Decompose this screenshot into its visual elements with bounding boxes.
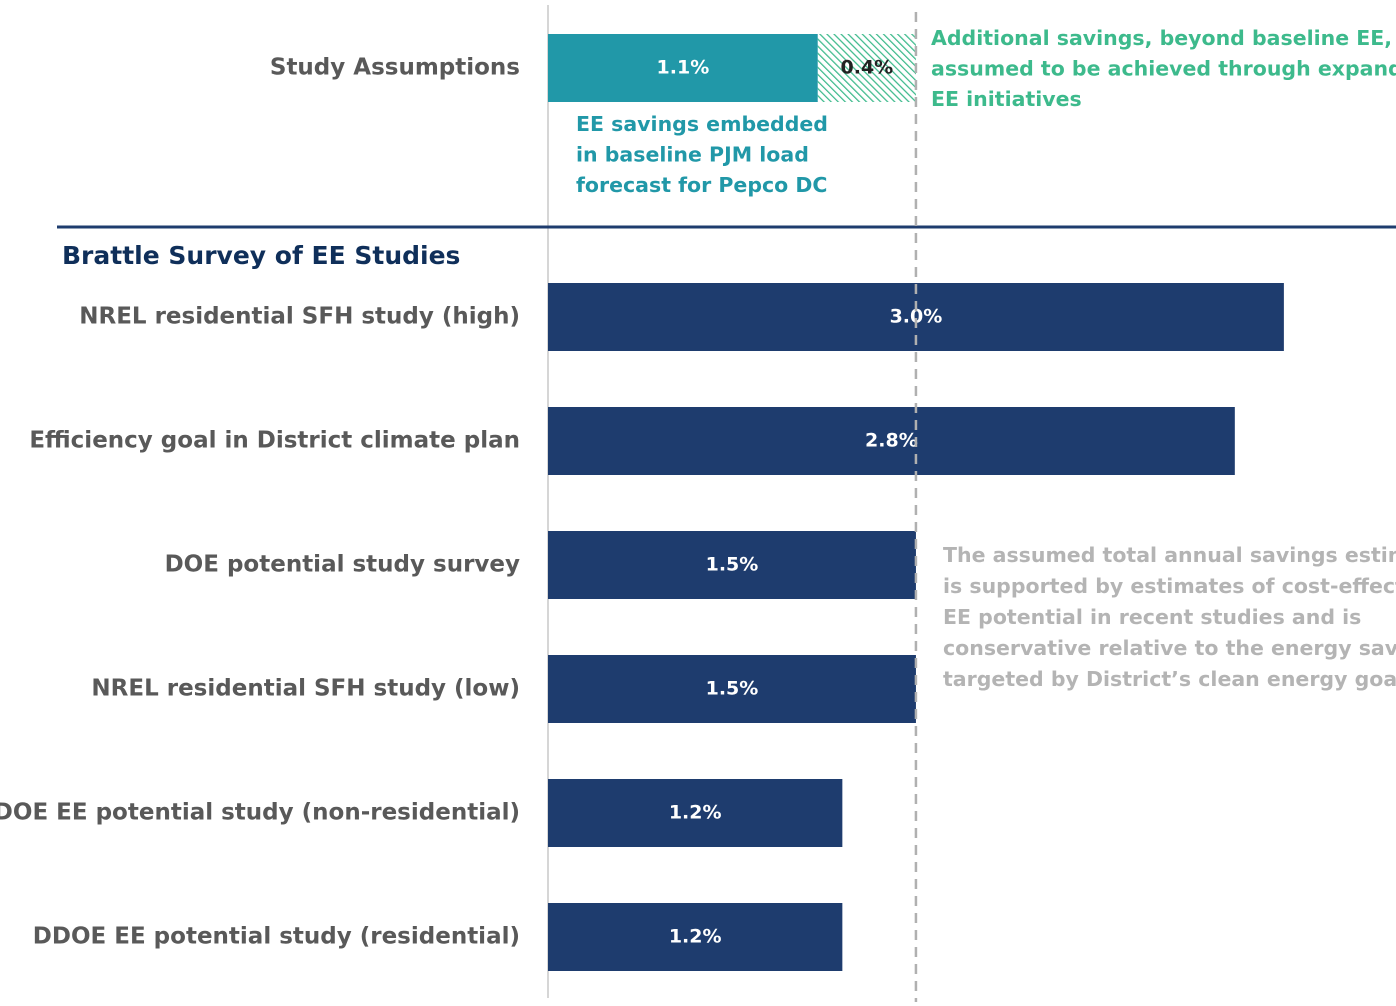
category-label: DOE potential study survey [165,552,520,578]
annotation: in baseline PJM load [576,143,809,167]
value-label: 3.0% [890,306,943,328]
annotation: Additional savings, beyond baseline EE, [931,26,1392,50]
annotation: EE initiatives [931,87,1082,111]
bar [548,903,843,971]
annotation: forecast for Pepco DC [576,173,827,197]
bar [548,407,1235,475]
value-label: 1.5% [706,678,759,700]
value-label: 1.5% [706,554,759,576]
value-label: 0.4% [841,57,894,79]
annotation: The assumed total annual savings estimat… [943,543,1396,567]
value-label: 1.1% [657,57,710,79]
category-label: Study Assumptions [270,55,520,81]
annotation: EE savings embedded [576,112,828,136]
category-label: NREL residential SFH study (high) [79,304,520,330]
category-label: Efficiency goal in District climate plan [29,428,520,454]
section-title: Brattle Survey of EE Studies [62,241,460,270]
bar [548,531,916,599]
annotation: is supported by estimates of cost-effect… [943,574,1396,598]
value-label: 1.2% [669,926,722,948]
annotation: targeted by District’s clean energy goal… [943,667,1396,691]
bar-segment [817,34,916,102]
value-label: 2.8% [865,430,918,452]
bar [548,655,916,723]
bar [548,779,843,847]
category-label: DDOE EE potential study (residential) [33,924,520,950]
bar-segment [548,34,818,102]
category-label: DDOE EE potential study (non-residential… [0,800,520,826]
category-label: NREL residential SFH study (low) [91,676,520,702]
value-label: 1.2% [669,802,722,824]
annotation: assumed to be achieved through expanded [931,57,1396,81]
annotation: conservative relative to the energy savi… [943,636,1396,660]
annotation: EE potential in recent studies and is [943,605,1361,629]
